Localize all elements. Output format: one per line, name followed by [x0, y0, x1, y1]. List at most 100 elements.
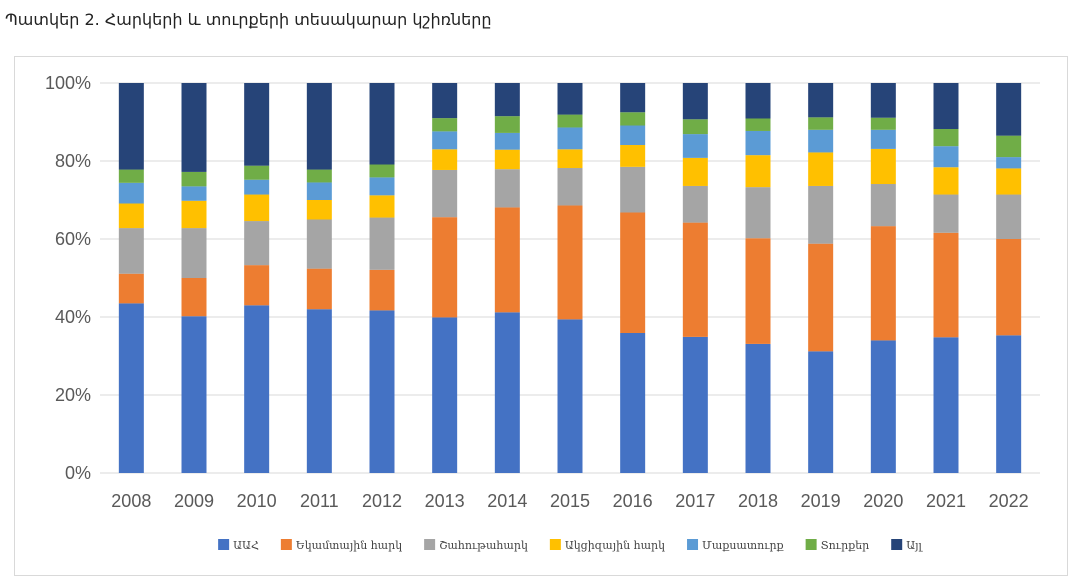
bar-segment — [369, 83, 395, 165]
legend-label: Եկամտային հարկ — [296, 539, 402, 552]
bar-segment — [808, 185, 834, 244]
bar-segment — [369, 269, 395, 311]
bar-segment — [870, 226, 896, 341]
bar-segment — [244, 165, 270, 180]
bar-segment — [996, 83, 1022, 136]
legend-swatch — [218, 539, 230, 550]
bar-segment — [933, 194, 959, 233]
legend-label: Շահութահարկ — [439, 539, 528, 552]
bar-segment — [432, 149, 458, 170]
legend-label: Տուրքեր — [821, 539, 870, 552]
legend-swatch — [805, 539, 817, 550]
bar-segment — [996, 335, 1022, 473]
bar-segment — [745, 187, 771, 239]
x-tick-label: 2012 — [362, 491, 402, 511]
bar-segment — [682, 157, 708, 186]
legend-swatch — [687, 539, 699, 550]
bar-segment — [494, 207, 520, 313]
bar-segment — [369, 310, 395, 473]
bar-segment — [808, 351, 834, 473]
bar-segment — [494, 83, 520, 117]
bar-segment — [620, 145, 646, 167]
bars — [118, 83, 1022, 473]
figure-caption: Պատկեր 2. Հարկերի և տուրքերի տեսակարար կ… — [5, 10, 492, 29]
legend-item: Եկամտային հարկ — [280, 539, 402, 552]
legend-item: Այլ — [891, 539, 924, 552]
bar-segment — [996, 194, 1022, 239]
x-tick-label: 2016 — [613, 491, 653, 511]
bar-segment — [244, 221, 270, 266]
bar-segment — [620, 83, 646, 113]
bar-segment — [996, 239, 1022, 336]
bar-segment — [432, 169, 458, 218]
bar-segment — [620, 212, 646, 333]
bar-segment — [682, 83, 708, 120]
bar-segment — [808, 83, 834, 118]
x-tick-label: 2021 — [926, 491, 966, 511]
bar-segment — [745, 83, 771, 119]
bar-segment — [306, 169, 332, 183]
bar-segment — [306, 83, 332, 170]
bar-segment — [933, 146, 959, 168]
bar-segment — [244, 265, 270, 306]
legend-item: ԱԱՀ — [218, 539, 259, 552]
legend: ԱԱՀ Եկամտային հարկ Շահութահարկ Ակցիզային հա… — [218, 539, 924, 552]
bar-segment — [933, 83, 959, 130]
x-tick-label: 2019 — [801, 491, 841, 511]
bar-segment — [996, 168, 1022, 195]
bar-segment — [118, 303, 144, 473]
x-tick-label: 2022 — [989, 491, 1029, 511]
bar-segment — [369, 195, 395, 218]
legend-item: Ակցիզային հարկ — [549, 539, 665, 552]
bar-segment — [870, 83, 896, 118]
bar-segment — [118, 228, 144, 274]
bar-segment — [557, 83, 583, 115]
bar-segment — [620, 166, 646, 213]
bar-segment — [682, 134, 708, 158]
bar-segment — [494, 312, 520, 473]
bar-segment — [118, 273, 144, 304]
bar-segment — [933, 129, 959, 147]
bar-segment — [870, 129, 896, 149]
bar-segment — [682, 336, 708, 473]
bar-segment — [306, 182, 332, 200]
bar-segment — [808, 152, 834, 186]
bar-segment — [494, 169, 520, 208]
bar-segment — [181, 186, 207, 201]
legend-item: Տուրքեր — [805, 539, 870, 552]
legend-label: Ակցիզային հարկ — [565, 539, 665, 552]
bar-segment — [557, 127, 583, 150]
x-tick-label: 2009 — [174, 491, 214, 511]
x-axis-tick-labels: 2008 2009 2010 2011 2012 2013 2014 2015 2016 2017… — [111, 491, 1028, 511]
bar-segment — [306, 268, 332, 310]
y-tick-label: 100% — [45, 73, 91, 93]
x-tick-label: 2020 — [863, 491, 903, 511]
bar-segment — [432, 83, 458, 119]
legend-item: Մաքսատուրք — [687, 539, 784, 552]
bar-segment — [118, 203, 144, 229]
bar-segment — [682, 119, 708, 135]
bar-segment — [432, 317, 458, 473]
bar-segment — [933, 337, 959, 473]
bar-segment — [808, 117, 834, 130]
bar-segment — [369, 217, 395, 270]
x-tick-label: 2013 — [425, 491, 465, 511]
y-tick-label: 40% — [55, 307, 91, 327]
bar-segment — [306, 219, 332, 269]
x-tick-label: 2015 — [550, 491, 590, 511]
bar-segment — [870, 148, 896, 185]
bar-segment — [870, 117, 896, 130]
y-tick-label: 0% — [65, 463, 91, 483]
bar-segment — [808, 129, 834, 153]
x-tick-label: 2008 — [111, 491, 151, 511]
bar-segment — [181, 228, 207, 278]
bar-segment — [745, 238, 771, 344]
x-tick-label: 2014 — [487, 491, 527, 511]
legend-item: Շահութահարկ — [424, 539, 528, 552]
legend-swatch — [891, 539, 903, 550]
bar-segment — [620, 125, 646, 146]
legend-swatch — [549, 539, 561, 550]
bar-segment — [118, 169, 144, 183]
bar-segment — [306, 200, 332, 220]
